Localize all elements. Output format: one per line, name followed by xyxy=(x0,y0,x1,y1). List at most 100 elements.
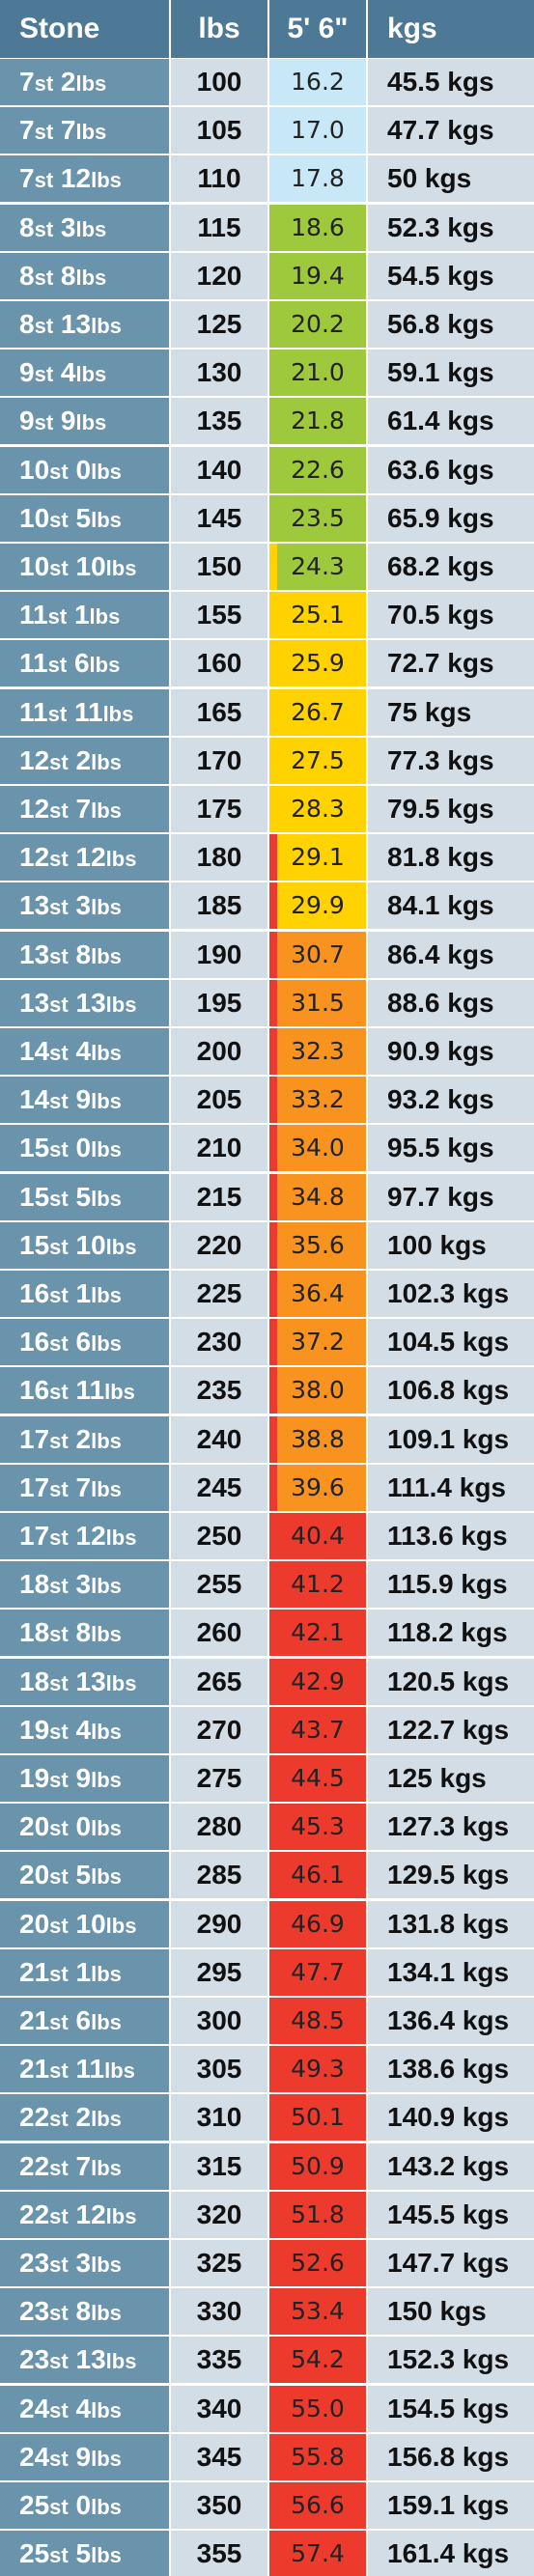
stone-cell: 25st 5lbs xyxy=(0,2531,169,2576)
lbs-cell: 150 xyxy=(171,544,267,590)
stone-unit: st xyxy=(49,1089,69,1114)
bmi-band-marker xyxy=(269,398,277,445)
bmi-value: 56.6 xyxy=(291,2491,345,2519)
stone-value: 25 xyxy=(19,2490,50,2520)
bmi-cell: 17.8 xyxy=(269,155,366,203)
bmi-value: 29.9 xyxy=(291,891,345,920)
row-edge xyxy=(532,204,534,251)
bmi-value: 55.8 xyxy=(291,2442,345,2471)
kgs-cell: 100 kgs xyxy=(368,1221,532,1269)
stone-cell: 9st 9lbs xyxy=(0,398,169,445)
pound-value: 2 xyxy=(75,1423,92,1454)
pound-unit: lbs xyxy=(91,2010,122,2034)
lbs-cell: 235 xyxy=(171,1367,267,1414)
bmi-cell: 38.8 xyxy=(269,1415,366,1463)
pound-value: 13 xyxy=(60,309,92,339)
table-row: 10st 5lbs 145 23.5 65.9 kgs xyxy=(0,494,534,542)
lbs-cell: 175 xyxy=(171,786,267,832)
bmi-band-marker xyxy=(269,1513,277,1559)
kgs-cell: 140.9 kgs xyxy=(368,2094,532,2142)
table-row: 19st 9lbs 275 44.5 125 kgs xyxy=(0,1755,534,1802)
stone-value: 22 xyxy=(19,2102,50,2133)
pound-value: 3 xyxy=(75,2248,92,2278)
pound-unit: lbs xyxy=(89,653,121,678)
lbs-cell: 295 xyxy=(171,1948,267,1996)
row-edge xyxy=(532,2433,534,2480)
table-row: 18st 3lbs 255 41.2 115.9 kgs xyxy=(0,1561,534,1609)
stone-cell: 14st 9lbs xyxy=(0,1077,169,1124)
bmi-band-marker xyxy=(269,1755,277,1802)
bmi-band-marker xyxy=(269,350,277,397)
pound-unit: lbs xyxy=(91,749,122,774)
bmi-cell: 32.3 xyxy=(269,1028,366,1075)
row-edge xyxy=(532,979,534,1026)
stone-unit: st xyxy=(49,992,69,1017)
stone-value: 21 xyxy=(19,1956,50,1987)
pound-unit: lbs xyxy=(75,410,107,435)
table-row: 15st 5lbs 215 34.8 97.7 kgs xyxy=(0,1173,534,1220)
table-row: 16st 11lbs 235 38.0 106.8 kgs xyxy=(0,1367,534,1414)
pound-unit: lbs xyxy=(91,1476,122,1501)
row-edge xyxy=(532,446,534,493)
pound-unit: lbs xyxy=(104,2058,135,2084)
bmi-cell: 37.2 xyxy=(269,1319,366,1366)
table-row: 15st 10lbs 220 35.6 100 kgs xyxy=(0,1221,534,1269)
stone-value: 20 xyxy=(19,1908,50,1939)
lbs-cell: 230 xyxy=(171,1319,267,1366)
pound-unit: lbs xyxy=(91,1768,122,1792)
lbs-cell: 245 xyxy=(171,1464,267,1511)
header-lbs: lbs xyxy=(171,0,267,58)
kgs-cell: 90.9 kgs xyxy=(368,1028,532,1075)
lbs-cell: 105 xyxy=(171,107,267,154)
bmi-cell: 44.5 xyxy=(269,1755,366,1802)
stone-value: 23 xyxy=(19,2344,50,2375)
pound-value: 5 xyxy=(75,502,92,533)
pound-value: 1 xyxy=(75,1278,92,1308)
pound-unit: lbs xyxy=(91,2397,122,2422)
bmi-cell: 54.2 xyxy=(269,2337,366,2384)
lbs-cell: 270 xyxy=(171,1706,267,1753)
row-edge xyxy=(532,107,534,154)
bmi-value: 30.7 xyxy=(291,939,345,968)
row-edge xyxy=(532,2385,534,2432)
lbs-cell: 100 xyxy=(171,59,267,105)
stone-cell: 14st 4lbs xyxy=(0,1028,169,1075)
kgs-cell: 131.8 kgs xyxy=(368,1900,532,1947)
pound-value: 5 xyxy=(75,1181,92,1212)
row-edge xyxy=(532,252,534,299)
row-edge xyxy=(532,1755,534,1802)
pound-unit: lbs xyxy=(91,1574,122,1599)
stone-value: 13 xyxy=(19,938,50,969)
stone-cell: 23st 3lbs xyxy=(0,2240,169,2286)
bmi-value: 25.1 xyxy=(291,601,345,630)
stone-value: 14 xyxy=(19,1084,50,1115)
bmi-value: 22.6 xyxy=(291,455,345,484)
kgs-cell: 143.2 kgs xyxy=(368,2142,532,2190)
bmi-cell: 34.0 xyxy=(269,1125,366,1172)
bmi-cell: 57.4 xyxy=(269,2531,366,2576)
kgs-cell: 118.2 kgs xyxy=(368,1610,532,1657)
bmi-cell: 25.1 xyxy=(269,592,366,639)
pound-unit: lbs xyxy=(91,798,122,823)
table-row: 12st 7lbs 175 28.3 79.5 kgs xyxy=(0,786,534,832)
pound-value: 3 xyxy=(75,890,92,921)
pound-unit: lbs xyxy=(91,1864,122,1890)
bmi-value: 48.5 xyxy=(291,2006,345,2034)
stone-value: 19 xyxy=(19,1714,50,1745)
stone-cell: 10st 0lbs xyxy=(0,446,169,493)
bmi-band-marker xyxy=(269,737,277,784)
bmi-value: 16.2 xyxy=(291,68,345,96)
stone-unit: st xyxy=(49,1428,69,1453)
bmi-value: 31.5 xyxy=(291,988,345,1017)
bmi-band-marker xyxy=(269,1319,277,1366)
bmi-cell: 33.2 xyxy=(269,1077,366,1124)
bmi-cell: 49.3 xyxy=(269,2046,366,2093)
pound-value: 11 xyxy=(75,1375,105,1406)
bmi-value: 54.2 xyxy=(291,2345,345,2374)
pound-value: 2 xyxy=(75,2102,92,2133)
stone-cell: 17st 2lbs xyxy=(0,1415,169,1463)
stone-cell: 23st 8lbs xyxy=(0,2288,169,2336)
lbs-cell: 335 xyxy=(171,2337,267,2384)
row-edge xyxy=(532,350,534,397)
pound-unit: lbs xyxy=(91,943,122,968)
